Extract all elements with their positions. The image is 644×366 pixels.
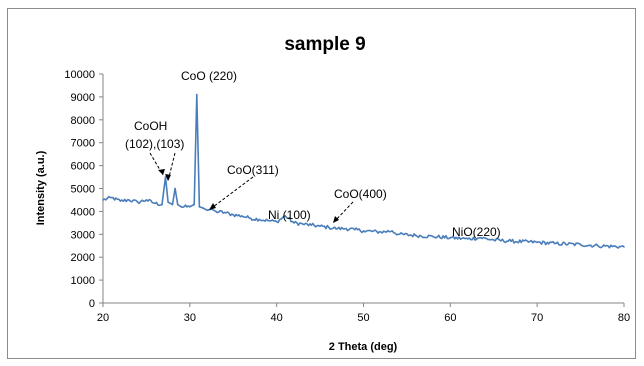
data-point (380, 231, 382, 233)
annotation-nio-220: NiO(220) (452, 225, 501, 239)
annotation-arrowhead (333, 216, 339, 223)
data-point (336, 227, 339, 230)
chart-title: sample 9 (284, 34, 365, 55)
data-point (161, 203, 163, 206)
data-point (145, 199, 148, 201)
data-point (479, 236, 482, 239)
data-point (267, 219, 269, 222)
y-tick-label: 0 (89, 298, 95, 310)
data-point (136, 201, 139, 204)
data-point (223, 211, 226, 214)
data-point (597, 244, 599, 247)
x-axis: 20 30 40 50 60 70 80 (97, 303, 630, 324)
y-tick-label: 9000 (71, 92, 95, 104)
annotation-arrowhead (158, 169, 165, 175)
data-point (553, 242, 556, 245)
data-point (249, 217, 252, 220)
data-point (171, 203, 174, 206)
annotation-arrows (149, 152, 354, 224)
data-point (354, 228, 356, 231)
y-tick-label: 7000 (71, 138, 95, 150)
data-point (241, 215, 243, 217)
data-point (284, 215, 287, 217)
data-point (232, 214, 235, 216)
data-point (215, 210, 217, 213)
x-tick-label: 50 (357, 312, 369, 324)
annotation-ni-100: Ni (100) (268, 208, 311, 222)
series-group (102, 93, 625, 249)
data-point (414, 234, 417, 237)
data-point (164, 176, 167, 178)
data-point (202, 207, 204, 209)
data-point (128, 199, 130, 201)
data-point (275, 220, 278, 223)
data-point (536, 241, 538, 244)
x-tick-label: 40 (271, 312, 283, 324)
series-line (102, 93, 625, 249)
annotation-arrow-coo311 (208, 176, 254, 211)
y-tick-label: 6000 (71, 161, 95, 173)
x-tick-label: 80 (618, 312, 630, 324)
chart-area (7, 8, 636, 359)
annotation-coo-311: CoO(311) (227, 163, 279, 177)
y-axis: 0 1000 2000 3000 4000 5000 6000 7000 8000 9000 100… (64, 69, 103, 310)
y-tick-label: 8000 (71, 115, 95, 127)
x-tick-label: 60 (444, 312, 456, 324)
data-point (310, 224, 313, 226)
x-tick-label: 20 (97, 312, 109, 324)
data-point (195, 93, 198, 96)
data-point (391, 230, 393, 232)
x-axis-title: 2 Theta (deg) (329, 341, 398, 353)
data-point (198, 206, 201, 208)
data-point (180, 206, 182, 208)
annotation-coo-220: CoO (220) (181, 69, 237, 83)
data-point (189, 206, 191, 208)
data-point (345, 227, 347, 230)
annotation-cooh-planes: (102),(103) (125, 137, 184, 151)
y-tick-label: 10000 (64, 69, 95, 81)
annotation-arrowhead (165, 174, 171, 181)
annotation-arrowhead (209, 203, 216, 210)
data-point (492, 239, 495, 241)
data-point (119, 200, 122, 202)
data-point (510, 240, 512, 242)
data-point (110, 196, 113, 199)
data-point (301, 223, 304, 225)
y-axis-title: Intensity (a.u.) (35, 150, 47, 225)
data-point (397, 233, 400, 236)
y-tick-label: 3000 (71, 229, 95, 241)
data-point (579, 243, 582, 246)
data-point (623, 246, 625, 248)
annotation-coo-400: CoO(400) (334, 187, 387, 201)
data-point (432, 235, 434, 238)
data-point (293, 222, 295, 224)
y-tick-label: 5000 (71, 184, 95, 196)
y-tick-label: 2000 (71, 252, 95, 264)
data-point (102, 199, 104, 201)
data-point (319, 225, 321, 228)
data-point (327, 226, 330, 229)
data-point (449, 236, 452, 239)
data-point (174, 187, 176, 190)
data-point (176, 203, 179, 206)
data-point (154, 202, 156, 205)
data-point (466, 238, 469, 240)
y-tick-label: 1000 (71, 275, 95, 287)
data-point (362, 230, 365, 232)
data-point (193, 203, 195, 206)
data-point (167, 201, 169, 204)
data-point (206, 209, 208, 212)
y-tick-label: 4000 (71, 206, 95, 218)
data-point (258, 218, 261, 221)
annotation-cooh: CoOH (134, 119, 167, 133)
x-tick-label: 70 (531, 312, 543, 324)
x-tick-label: 30 (184, 312, 196, 324)
